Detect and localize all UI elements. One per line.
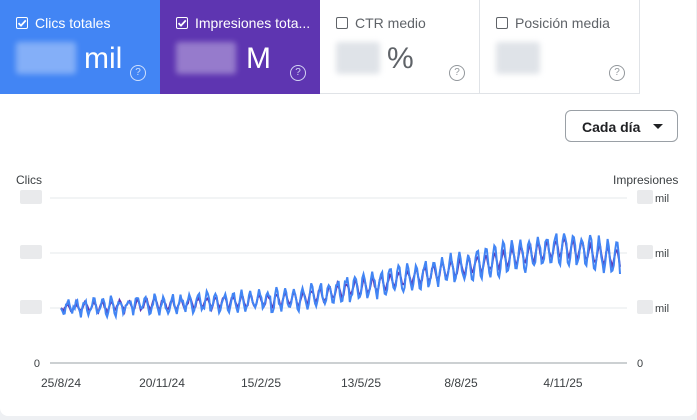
x-tick-label: 8/8/25 [444, 376, 478, 390]
metric-label: CTR medio [355, 15, 426, 31]
help-icon[interactable]: ? [609, 65, 625, 81]
metric-cards: Clics totales mil ? Impresiones tota... … [0, 0, 640, 94]
y-left-tick-redacted [20, 300, 42, 314]
y-right-tick-redacted [637, 300, 653, 314]
y-left-axis-title: Clics [16, 173, 42, 187]
x-tick-label: 20/11/24 [139, 376, 185, 390]
checkbox-position[interactable] [496, 17, 508, 29]
metric-card-position[interactable]: Posición media ? [480, 0, 640, 94]
series-clicks-line [60, 233, 621, 321]
dropdown-label: Cada día [582, 119, 641, 135]
help-icon[interactable]: ? [130, 65, 146, 81]
y-right-tick-redacted [637, 245, 653, 259]
y-right-tick-label: mil [655, 303, 669, 315]
metric-card-clicks[interactable]: Clics totales mil ? [0, 0, 160, 94]
metric-label: Posición media [515, 15, 610, 31]
caret-down-icon [653, 124, 663, 129]
checkbox-clicks[interactable] [16, 17, 28, 29]
metric-value-redacted [336, 42, 380, 74]
y-right-tick-label: 0 [637, 358, 643, 370]
metric-label: Clics totales [35, 15, 111, 31]
granularity-dropdown[interactable]: Cada día [565, 110, 678, 142]
y-right-tick-label: mil [655, 248, 669, 260]
y-left-tick-label: 0 [34, 358, 40, 370]
metric-card-ctr[interactable]: CTR medio % ? [320, 0, 480, 94]
y-right-tick-label: mil [655, 193, 669, 205]
x-tick-label: 25/8/24 [41, 376, 81, 390]
x-tick-label: 13/5/25 [341, 376, 381, 390]
metric-value-redacted [176, 42, 236, 74]
checkbox-impressions[interactable] [176, 17, 188, 29]
metric-unit: mil [84, 42, 123, 75]
y-left-tick-redacted [20, 190, 42, 204]
metric-label: Impresiones tota... [195, 15, 311, 31]
y-left-tick-redacted [20, 245, 42, 259]
metric-unit: M [246, 42, 271, 75]
y-right-tick-redacted [637, 190, 653, 204]
help-icon[interactable]: ? [290, 65, 306, 81]
help-icon[interactable]: ? [449, 65, 465, 81]
x-tick-label: 15/2/25 [241, 376, 281, 390]
metric-card-impressions[interactable]: Impresiones tota... M ? [160, 0, 320, 94]
metric-unit: % [387, 42, 414, 75]
metric-value-redacted [496, 42, 540, 74]
y-right-axis-title: Impresiones [613, 173, 679, 187]
metric-value-redacted [16, 42, 76, 74]
x-tick-label: 4/11/25 [543, 376, 582, 390]
checkbox-ctr[interactable] [336, 17, 348, 29]
